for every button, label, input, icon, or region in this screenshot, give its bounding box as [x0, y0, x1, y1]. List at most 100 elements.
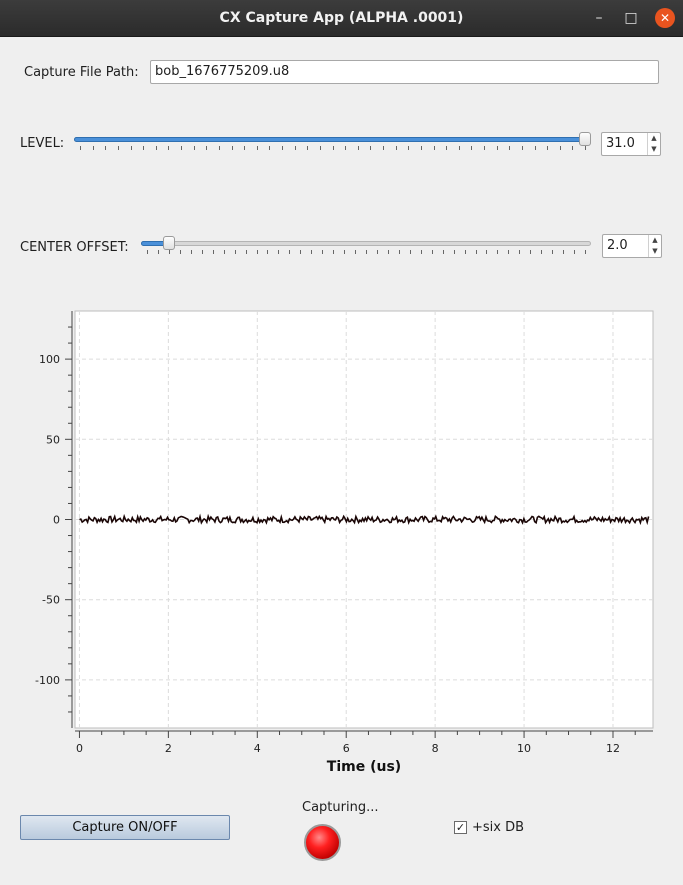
waveform-series-line	[79, 513, 650, 526]
slider-tick	[201, 250, 203, 254]
slider-tick	[366, 250, 367, 254]
spin-up-icon[interactable]: ▲	[652, 236, 658, 244]
spin-down-icon[interactable]: ▼	[652, 247, 658, 255]
close-icon[interactable]: ✕	[655, 8, 675, 28]
maximize-icon[interactable]: □	[624, 10, 638, 26]
slider-tick	[563, 250, 565, 254]
slider-tick	[332, 146, 334, 150]
slider-tick	[231, 146, 233, 150]
level-slider[interactable]	[74, 132, 591, 157]
slider-tick	[168, 250, 170, 254]
slider-tick	[409, 250, 411, 254]
level-spin-arrows[interactable]: ▲ ▼	[647, 133, 660, 155]
slider-tick	[530, 250, 532, 254]
capture-path-input[interactable]: bob_1676775209.u8	[150, 60, 659, 84]
x-tick-label: 10	[517, 742, 531, 755]
slider-tick	[471, 146, 473, 150]
slider-tick	[521, 146, 523, 150]
slider-tick	[300, 250, 302, 254]
level-slider-fill	[74, 137, 585, 142]
slider-tick	[130, 146, 132, 150]
slider-tick	[357, 146, 359, 150]
six-db-checkbox[interactable]: ✓	[454, 821, 467, 834]
slider-tick	[395, 146, 397, 150]
slider-tick	[105, 146, 107, 150]
center-offset-spin-arrows[interactable]: ▲ ▼	[648, 235, 661, 257]
slider-tick	[453, 250, 455, 254]
y-tick-label: 50	[46, 433, 60, 446]
slider-tick	[519, 250, 521, 254]
capture-toggle-button[interactable]: Capture ON/OFF	[20, 815, 230, 840]
slider-tick	[497, 250, 499, 254]
center-offset-slider[interactable]	[141, 236, 591, 261]
slider-tick	[420, 250, 422, 254]
x-tick-label: 8	[432, 742, 439, 755]
slider-tick	[289, 250, 291, 254]
slider-tick	[433, 146, 435, 150]
slider-tick	[319, 146, 321, 150]
slider-tick	[92, 146, 94, 150]
slider-tick	[355, 250, 357, 254]
x-tick-label: 6	[343, 742, 350, 755]
slider-tick	[387, 250, 389, 254]
y-tick-label: -100	[35, 674, 60, 687]
slider-tick	[218, 146, 220, 150]
slider-tick	[311, 250, 313, 254]
slider-tick	[585, 250, 586, 254]
slider-tick	[267, 250, 269, 254]
slider-tick	[431, 250, 433, 254]
x-tick-label: 0	[76, 742, 83, 755]
slider-tick	[420, 146, 422, 150]
slider-tick	[234, 250, 236, 254]
slider-tick	[484, 146, 485, 150]
slider-tick	[157, 250, 159, 254]
spin-up-icon[interactable]: ▲	[651, 134, 657, 142]
x-tick-label: 4	[254, 742, 261, 755]
slider-tick	[509, 146, 511, 150]
capture-led-icon	[304, 824, 341, 861]
center-offset-value: 2.0	[607, 238, 628, 253]
capture-path-label: Capture File Path:	[24, 65, 139, 80]
center-offset-slider-handle[interactable]	[162, 236, 175, 250]
slider-tick	[464, 250, 466, 254]
minimize-icon[interactable]: –	[595, 10, 603, 26]
slider-tick	[278, 250, 280, 254]
level-label: LEVEL:	[20, 136, 65, 151]
slider-tick	[179, 250, 181, 254]
y-tick-label: 0	[53, 514, 60, 527]
slider-tick	[496, 146, 498, 150]
level-spinbox[interactable]: 31.0 ▲ ▼	[601, 132, 661, 156]
six-db-label: +six DB	[472, 820, 525, 835]
slider-tick	[574, 250, 576, 254]
slider-tick	[475, 250, 477, 254]
slider-tick	[559, 146, 561, 150]
slider-tick	[212, 250, 214, 254]
level-slider-handle[interactable]	[579, 132, 591, 146]
slider-tick	[294, 146, 296, 150]
spin-down-icon[interactable]: ▼	[651, 145, 657, 153]
slider-tick	[181, 146, 182, 150]
slider-tick	[552, 250, 554, 254]
slider-tick	[446, 146, 448, 150]
center-offset-label: CENTER OFFSET:	[20, 240, 129, 255]
slider-tick	[398, 250, 400, 254]
x-axis-label: Time (us)	[327, 759, 401, 775]
slider-tick	[244, 146, 246, 150]
waveform-chart: 100 50 0 -50 -100 0 2 4 6 8 10 12 Time (us)	[35, 310, 654, 775]
y-tick-label: -50	[42, 594, 60, 607]
slider-tick	[442, 250, 444, 254]
slider-tick	[190, 250, 192, 254]
y-tick-label: 100	[39, 353, 60, 366]
slider-tick	[344, 250, 346, 254]
slider-tick	[117, 146, 119, 150]
center-offset-spinbox[interactable]: 2.0 ▲ ▼	[602, 234, 662, 258]
slider-tick	[547, 146, 549, 150]
slider-tick	[345, 146, 347, 150]
x-tick-label: 12	[606, 742, 620, 755]
slider-tick	[245, 250, 247, 254]
x-tick-label: 2	[165, 742, 172, 755]
slider-tick	[168, 146, 170, 150]
slider-tick	[322, 250, 324, 254]
slider-tick	[572, 146, 574, 150]
slider-tick	[458, 146, 460, 150]
